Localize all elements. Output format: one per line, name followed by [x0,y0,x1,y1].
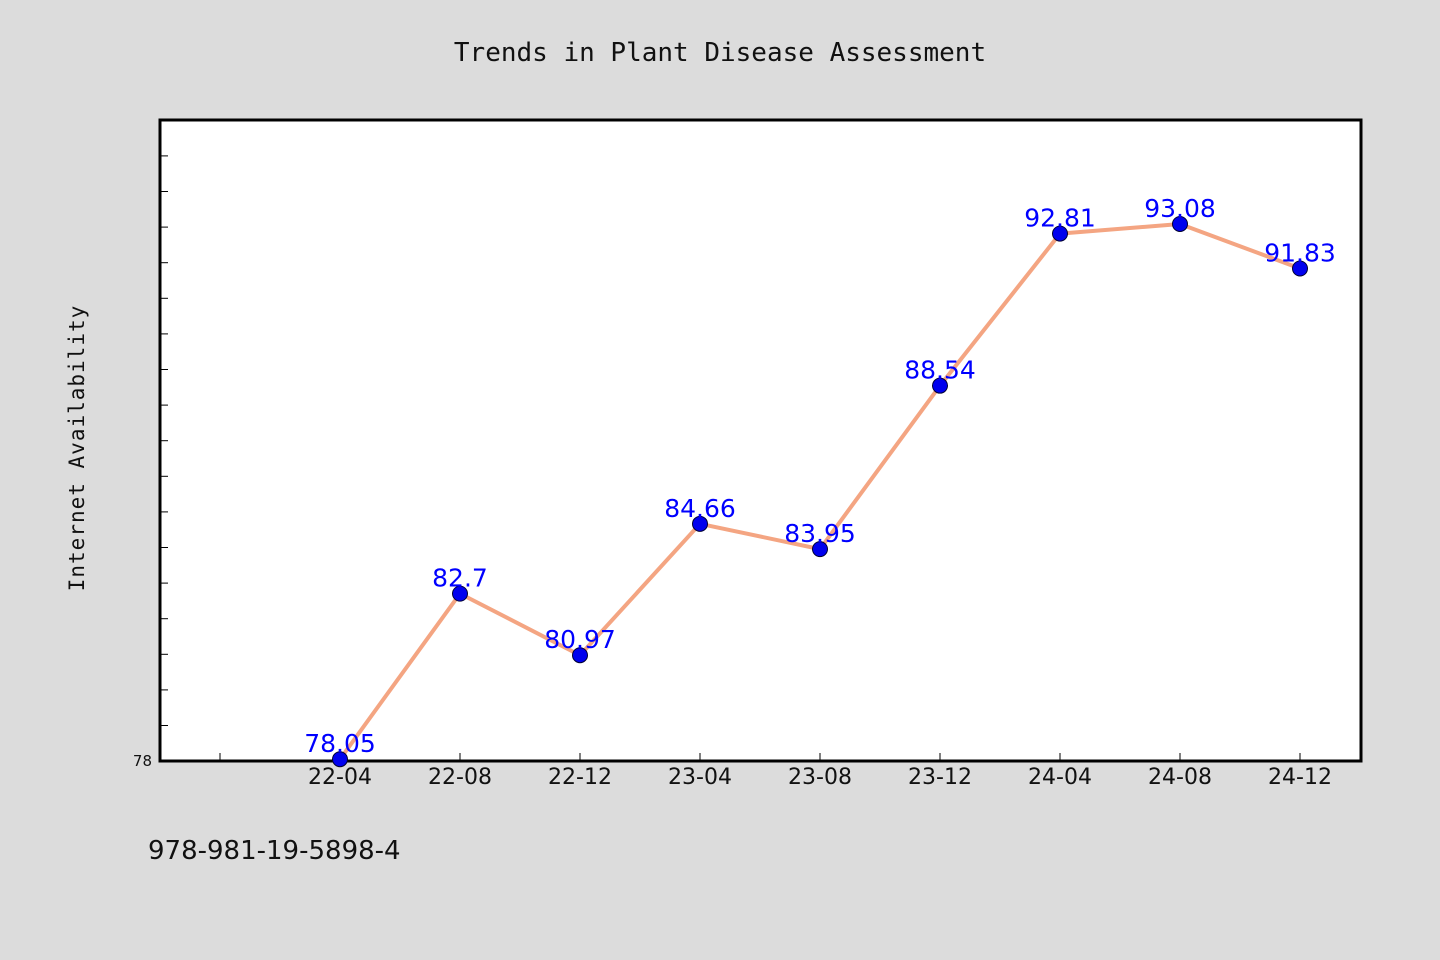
footnote-isbn: 978-981-19-5898-4 [148,836,401,866]
data-label: 93.08 [1144,194,1216,223]
data-label: 83.95 [784,519,856,548]
data-point [1052,225,1068,242]
chart-title: Trends in Plant Disease Assessment [454,38,986,68]
data-label: 82.7 [432,564,488,593]
x-tick-label: 23-04 [668,765,732,790]
y-tick-label: 78 [133,752,152,770]
data-label: 80.97 [544,625,616,654]
data-label: 84.66 [664,494,736,523]
y-axis-label: Internet Availability [65,305,89,592]
data-point [1292,260,1308,277]
x-tick-label: 22-08 [428,765,492,790]
data-point [452,585,468,602]
data-point [1172,215,1188,232]
x-tick-label: 24-04 [1028,765,1092,790]
data-point [692,515,708,532]
data-label: 91.83 [1264,238,1336,267]
data-label: 88.54 [904,356,976,385]
data-point [572,647,588,664]
data-label: 78.05 [304,729,376,758]
x-tick-label: 24-08 [1148,765,1212,790]
data-point [332,751,348,768]
data-point [932,377,948,394]
data-point [812,541,828,558]
chart-marks: 78 22-04 22-08 22-12 23-04 23-08 23-12 24-04 24-… [133,155,1336,790]
x-tick-label: 23-08 [788,765,852,790]
x-tick-label: 22-12 [548,765,612,790]
x-tick-label: 23-12 [908,765,972,790]
x-tick-label: 22-04 [308,765,372,790]
x-tick-label: 24-12 [1268,765,1332,790]
data-label: 92.81 [1024,204,1096,233]
